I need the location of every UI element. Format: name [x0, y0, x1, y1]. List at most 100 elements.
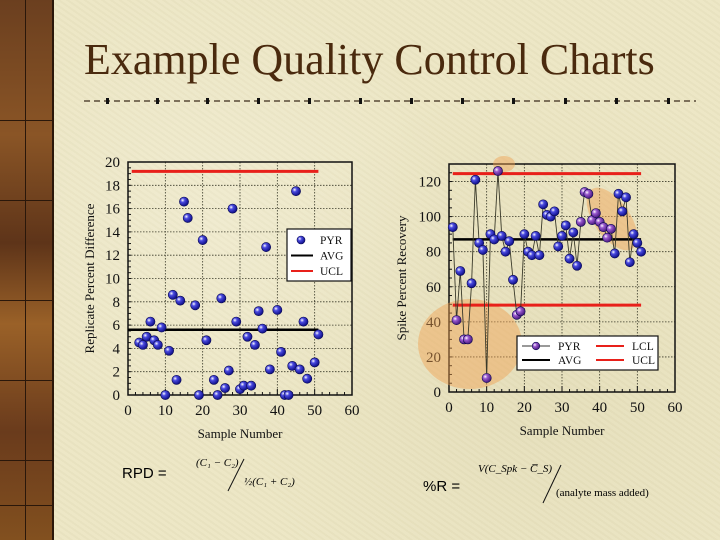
data-point [156, 322, 167, 333]
data-point [194, 390, 204, 400]
svg-text:80: 80 [426, 245, 441, 261]
data-point [242, 331, 253, 342]
data-point [298, 316, 309, 327]
data-point [628, 229, 639, 240]
data-point [227, 203, 238, 214]
chart-legend: PYR AVG LCL UCL [516, 335, 659, 371]
recovery-numerator: V(C_Spk − C̅_S) [478, 463, 553, 475]
data-point [455, 266, 466, 276]
recovery-label: %R = [423, 478, 461, 495]
svg-text:60: 60 [345, 403, 360, 419]
data-point [190, 300, 201, 311]
data-point [534, 250, 545, 261]
svg-text:40: 40 [592, 400, 607, 416]
svg-text:0: 0 [434, 385, 442, 401]
data-point [179, 196, 189, 207]
svg-text:30: 30 [233, 403, 248, 419]
svg-text:60: 60 [668, 400, 683, 416]
svg-text:PYR: PYR [320, 235, 343, 247]
y-axis-label: Spike Percent Recovery [394, 215, 409, 340]
svg-text:50: 50 [630, 400, 645, 416]
decorative-sidebar [0, 0, 54, 540]
data-point [220, 383, 230, 393]
data-point [145, 316, 156, 327]
data-point [609, 248, 620, 259]
data-point [624, 257, 635, 268]
data-point [294, 364, 305, 375]
data-point [591, 208, 601, 219]
data-point [283, 390, 294, 400]
svg-text:40: 40 [426, 315, 441, 331]
data-point [583, 188, 594, 199]
data-point [208, 374, 219, 385]
svg-text:18: 18 [105, 178, 120, 194]
fraction-slash-icon [227, 458, 245, 492]
svg-text:10: 10 [479, 400, 494, 416]
data-point [481, 373, 492, 383]
data-point [538, 199, 549, 210]
svg-text:PYR: PYR [558, 341, 581, 353]
data-point [504, 236, 515, 247]
data-point [152, 340, 163, 350]
recovery-chart: 0 10 20 30 40 50 60 0 20 40 60 80 100 120 Sample Numbe… [394, 156, 683, 438]
data-point [164, 345, 174, 356]
rpd-denominator: ½(C₁ + C₂) [244, 476, 295, 488]
data-point [462, 334, 473, 345]
rpd-chart: 0 10 20 30 40 50 60 0 2 4 6 8 10 12 14 16 18 20 Sample Num… [82, 155, 360, 441]
svg-text:30: 30 [555, 400, 570, 416]
data-point [530, 231, 541, 241]
svg-text:120: 120 [419, 175, 442, 191]
svg-text:20: 20 [426, 350, 441, 366]
data-point [575, 216, 586, 227]
data-point [466, 278, 477, 289]
svg-text:LCL: LCL [632, 341, 654, 353]
x-axis-label: Sample Number [520, 423, 606, 438]
svg-text:0: 0 [445, 400, 453, 416]
data-point [253, 306, 264, 317]
data-point [160, 390, 171, 400]
data-point [257, 323, 268, 334]
rpd-numerator: (C₁ − C₂) [196, 457, 239, 469]
data-point [212, 390, 223, 400]
data-point [197, 235, 208, 245]
svg-text:8: 8 [113, 295, 121, 311]
svg-text:100: 100 [419, 210, 442, 226]
title-divider [84, 98, 696, 104]
svg-text:AVG: AVG [558, 355, 581, 367]
data-point [621, 192, 631, 203]
data-point [606, 223, 616, 234]
data-point [549, 206, 560, 217]
chart-legend: PYR AVG UCL [286, 228, 352, 282]
svg-text:20: 20 [195, 403, 210, 419]
data-point [496, 231, 507, 241]
data-point [602, 232, 613, 243]
data-point [493, 166, 503, 176]
svg-text:UCL: UCL [320, 266, 343, 278]
data-point [560, 220, 571, 231]
data-point [451, 315, 462, 325]
data-point [309, 357, 320, 368]
data-point [447, 222, 458, 233]
svg-text:0: 0 [113, 388, 121, 404]
y-axis-label: Replicate Percent Difference [82, 203, 97, 353]
data-point [246, 380, 257, 391]
data-point [201, 335, 212, 346]
svg-text:12: 12 [105, 248, 120, 264]
data-point [171, 374, 182, 385]
data-point [632, 238, 643, 248]
slide-title: Example Quality Control Charts [84, 35, 655, 84]
data-point [553, 241, 564, 252]
data-point [175, 295, 186, 306]
rpd-label: RPD = [122, 465, 167, 482]
svg-text:10: 10 [105, 272, 120, 288]
data-point [515, 306, 526, 317]
data-point [261, 242, 272, 252]
svg-text:20: 20 [105, 155, 120, 171]
data-point [264, 364, 275, 375]
data-point [302, 373, 313, 384]
svg-text:UCL: UCL [632, 355, 655, 367]
svg-text:50: 50 [307, 403, 322, 419]
svg-text:10: 10 [158, 403, 173, 419]
data-point [500, 246, 511, 257]
